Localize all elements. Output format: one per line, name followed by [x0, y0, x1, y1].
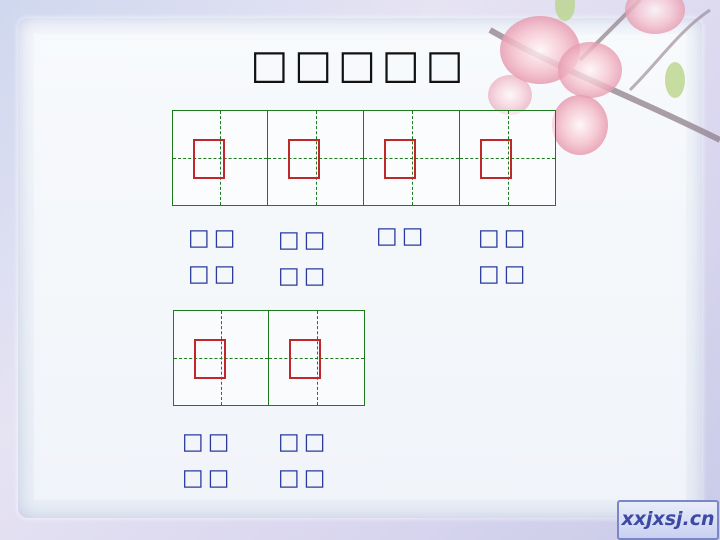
grid-cell: [269, 310, 365, 406]
character-box: [480, 139, 512, 179]
grid-cell: [364, 110, 460, 206]
word-label: □□ □□: [278, 227, 330, 289]
word-label: □□ □□: [182, 429, 234, 491]
word-label: □□ □□: [278, 429, 330, 491]
character-box: [289, 339, 321, 379]
character-box: [194, 339, 226, 379]
word-label: □□ □□: [478, 225, 530, 287]
character-box: [288, 139, 320, 179]
character-box: [193, 139, 225, 179]
grid-cell: [172, 110, 268, 206]
word-label: □□: [376, 223, 428, 249]
page-title: □□□□□: [250, 42, 470, 88]
word-label: □□ □□: [188, 225, 240, 287]
grid-cell: [268, 110, 364, 206]
grid-cell: [460, 110, 556, 206]
plum-blossom-branch-image: [488, 0, 720, 155]
writing-grid-row-2: [173, 310, 365, 406]
site-watermark-logo: xxjxsj.cn: [617, 500, 719, 540]
grid-cell: [173, 310, 269, 406]
writing-grid-row-1: [172, 110, 556, 206]
character-box: [384, 139, 416, 179]
